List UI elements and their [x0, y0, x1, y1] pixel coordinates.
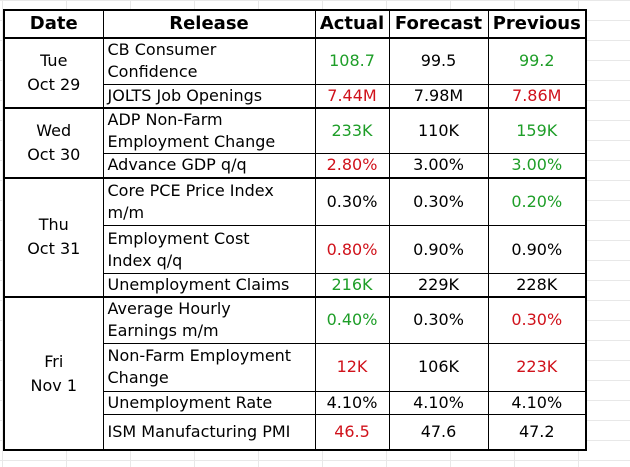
forecast-cell[interactable]: 3.00%	[388, 153, 489, 179]
forecast-cell[interactable]: 4.10%	[388, 390, 489, 415]
table-row: Employment Cost Index q/q 0.80% 0.90% 0.90%	[4, 225, 587, 274]
table-row: Non-Farm Employment Change 12K 106K 223K	[4, 342, 587, 392]
release-cell[interactable]: Unemployment Claims	[102, 273, 316, 298]
date-cell[interactable]: Wed Oct 30	[3, 107, 104, 179]
actual-cell[interactable]: 46.5	[314, 413, 390, 451]
header-actual[interactable]: Actual	[314, 9, 390, 39]
day-label: Thu	[38, 215, 69, 235]
release-label: Unemployment Rate	[107, 392, 273, 412]
release-label: Average Hourly	[107, 299, 231, 319]
release-label: CB Consumer	[107, 40, 217, 60]
release-label: ISM Manufacturing PMI	[107, 421, 291, 441]
forecast-cell[interactable]: 0.90%	[388, 225, 489, 274]
date-label: Oct 31	[27, 239, 81, 259]
previous-cell[interactable]: 0.20%	[487, 177, 587, 226]
release-cell[interactable]: Advance GDP q/q	[102, 153, 316, 179]
table-row: Advance GDP q/q 2.80% 3.00% 3.00%	[4, 153, 587, 179]
release-label: Employment Change	[107, 131, 276, 151]
header-previous[interactable]: Previous	[487, 9, 587, 39]
release-label: Employment Cost	[107, 228, 250, 248]
previous-cell[interactable]: 7.86M	[487, 83, 587, 109]
release-label: Change	[107, 368, 169, 387]
forecast-cell[interactable]: 7.98M	[388, 83, 489, 109]
previous-cell[interactable]: 3.00%	[487, 153, 587, 179]
release-cell[interactable]: CB Consumer Confidence	[102, 37, 316, 85]
previous-cell[interactable]: 159K	[487, 107, 587, 154]
economic-calendar-table: Date Release Actual Forecast Previous Tu…	[3, 9, 587, 451]
date-cell[interactable]: Fri Nov 1	[3, 296, 104, 451]
table-row: Unemployment Claims 216K 229K 228K	[4, 273, 587, 298]
release-cell[interactable]: ISM Manufacturing PMI	[102, 413, 316, 451]
previous-cell[interactable]: 223K	[487, 342, 587, 392]
day-label: Tue	[40, 50, 68, 70]
release-cell[interactable]: JOLTS Job Openings	[102, 83, 316, 109]
table-row: Unemployment Rate 4.10% 4.10% 4.10%	[4, 390, 587, 415]
actual-cell[interactable]: 216K	[314, 273, 390, 298]
table-row: Tue Oct 29 CB Consumer Confidence 108.7 99.5 9…	[3, 37, 587, 109]
release-label: Core PCE Price Index	[107, 180, 274, 200]
previous-cell[interactable]: 228K	[487, 273, 587, 298]
actual-cell[interactable]: 4.10%	[314, 390, 390, 415]
actual-cell[interactable]: 0.30%	[314, 177, 390, 226]
previous-cell[interactable]: 0.90%	[487, 225, 587, 274]
release-cell[interactable]: Average Hourly Earnings m/m	[102, 296, 316, 344]
date-cell[interactable]: Thu Oct 31	[3, 177, 104, 298]
actual-cell[interactable]: 0.40%	[314, 296, 390, 344]
actual-cell[interactable]: 12K	[314, 342, 390, 392]
header-date[interactable]: Date	[3, 9, 104, 39]
header-release[interactable]: Release	[102, 9, 316, 39]
previous-cell[interactable]: 4.10%	[487, 390, 587, 415]
actual-cell[interactable]: 108.7	[314, 37, 390, 85]
date-label: Nov 1	[30, 375, 78, 395]
release-label: m/m	[107, 202, 145, 222]
actual-cell[interactable]: 233K	[314, 107, 390, 154]
table-row: JOLTS Job Openings 7.44M 7.98M 7.86M	[4, 83, 587, 109]
forecast-cell[interactable]: 47.6	[388, 413, 489, 451]
forecast-cell[interactable]: 106K	[388, 342, 489, 392]
header-forecast[interactable]: Forecast	[388, 9, 489, 39]
day-label: Wed	[36, 120, 72, 140]
previous-cell[interactable]: 0.30%	[487, 296, 587, 344]
actual-cell[interactable]: 7.44M	[314, 83, 390, 109]
table-row: Fri Nov 1 Average Hourly Earnings m/m 0.40% 0…	[3, 296, 587, 451]
previous-cell[interactable]: 47.2	[487, 413, 587, 451]
table-row: ISM Manufacturing PMI 46.5 47.6 47.2	[4, 413, 587, 451]
release-label: Index q/q	[107, 250, 183, 270]
header-row: Date Release Actual Forecast Previous	[3, 9, 587, 39]
release-label: ADP Non-Farm	[107, 109, 223, 129]
release-cell[interactable]: Non-Farm Employment Change	[102, 342, 316, 392]
date-label: Oct 29	[27, 74, 81, 94]
release-cell[interactable]: Core PCE Price Index m/m	[102, 177, 316, 226]
table-row: Thu Oct 31 Core PCE Price Index m/m 0.30% 0.3…	[3, 177, 587, 298]
forecast-cell[interactable]: 99.5	[388, 37, 489, 85]
release-label: Confidence	[107, 62, 198, 82]
release-label: Earnings m/m	[107, 321, 219, 341]
actual-cell[interactable]: 0.80%	[314, 225, 390, 274]
release-cell[interactable]: Unemployment Rate	[102, 390, 316, 415]
forecast-cell[interactable]: 110K	[388, 107, 489, 154]
previous-cell[interactable]: 99.2	[487, 37, 587, 85]
date-label: Oct 30	[27, 144, 81, 164]
forecast-cell[interactable]: 0.30%	[388, 177, 489, 226]
table-row: Wed Oct 30 ADP Non-Farm Employment Change 23…	[3, 107, 587, 179]
day-label: Fri	[44, 351, 64, 371]
release-label: Advance GDP q/q	[107, 155, 247, 175]
release-label: Unemployment Claims	[107, 275, 290, 294]
actual-cell[interactable]: 2.80%	[314, 153, 390, 179]
release-cell[interactable]: ADP Non-Farm Employment Change	[102, 107, 316, 154]
release-label: JOLTS Job Openings	[107, 85, 263, 105]
release-cell[interactable]: Employment Cost Index q/q	[102, 225, 316, 274]
forecast-cell[interactable]: 0.30%	[388, 296, 489, 344]
forecast-cell[interactable]: 229K	[388, 273, 489, 298]
date-cell[interactable]: Tue Oct 29	[3, 37, 104, 109]
table-body: Tue Oct 29 CB Consumer Confidence 108.7 99.5 9…	[3, 37, 587, 451]
release-label: Non-Farm Employment	[107, 346, 292, 365]
